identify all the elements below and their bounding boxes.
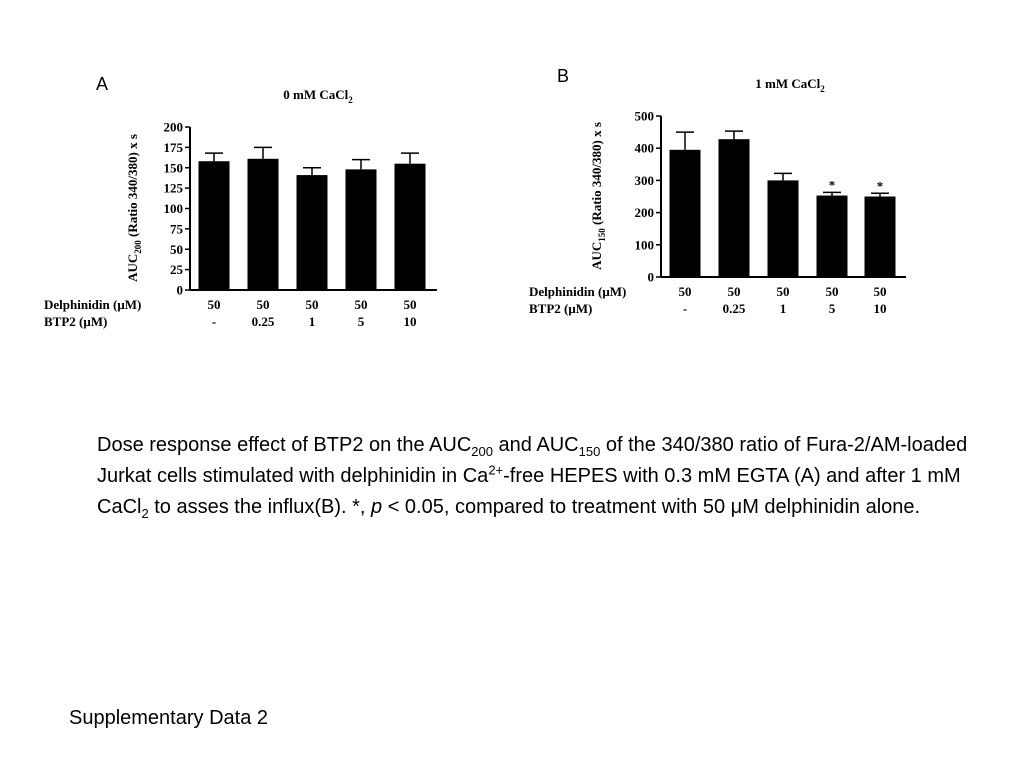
chart-a-x-tick-label: - [212,314,216,329]
chart-a-bar [394,163,426,290]
chart-a-x-tick-label: 0.25 [252,314,275,329]
panel-a-label: A [96,74,109,94]
chart-a-y-tick-label: 150 [164,160,184,175]
chart-b-y-tick-label: 500 [635,109,655,124]
chart-b-row-label: Delphinidin (μM) [529,284,626,299]
chart-b-y-tick-label: 100 [635,237,655,252]
chart-b-x-tick-label: - [683,301,687,316]
chart-a-x-tick-label: 10 [404,314,417,329]
chart-b-x-tick-label: 0.25 [723,301,746,316]
chart-a-y-tick-label: 100 [164,201,184,216]
chart-a-y-tick-label: 200 [164,120,184,135]
chart-a-bar [198,161,230,290]
chart-a-x-tick-label: 50 [257,297,270,312]
chart-b-significance-mark: * [829,177,836,192]
chart-a-y-tick-label: 50 [170,242,183,257]
chart-b-x-tick-label: 50 [679,284,692,299]
chart-a-y-tick-label: 75 [170,221,184,236]
chart-b-x-tick-label: 10 [874,301,887,316]
chart-b-bar [669,149,701,277]
chart-a-bar [345,169,377,290]
chart-b-significance-mark: * [877,178,884,193]
chart-b-bar [816,195,848,277]
chart-a-y-axis-label: AUC200 (Ratio 340/380) x s [125,134,143,282]
chart-b-y-axis-label: AUC150 (Ratio 340/380) x s [589,122,607,270]
chart-a-y-tick-label: 175 [164,140,184,155]
chart-a-y-tick-label: 125 [164,181,184,196]
chart-b-y-tick-label: 400 [635,141,655,156]
chart-b-y-tick-label: 300 [635,173,655,188]
chart-b-title: 1 mM CaCl2 [755,76,825,94]
chart-a-y-tick-label: 0 [177,283,184,298]
chart-a-y-tick-label: 25 [170,262,184,277]
chart-a-x-tick-label: 50 [404,297,417,312]
chart-b-y-tick-label: 0 [648,270,655,285]
chart-a-row-label: Delphinidin (μM) [44,297,141,312]
chart-b-bar [864,196,896,277]
chart-a-title: 0 mM CaCl2 [283,87,353,105]
chart-a-x-tick-label: 1 [309,314,316,329]
chart-a-x-tick-label: 50 [306,297,319,312]
chart-a-x-tick-label: 50 [355,297,368,312]
chart-a-row-label: BTP2 (μM) [44,314,107,329]
chart-a-x-tick-label: 5 [358,314,365,329]
chart-b-row-label: BTP2 (μM) [529,301,592,316]
chart-b-x-tick-label: 1 [780,301,787,316]
chart-b-bar [718,139,750,277]
chart-b-x-tick-label: 50 [777,284,790,299]
footer-label: Supplementary Data 2 [69,707,269,729]
chart-b-x-tick-label: 5 [829,301,836,316]
chart-b-x-tick-label: 50 [826,284,839,299]
figure-caption: Dose response effect of BTP2 on the AUC2… [97,434,968,521]
panel-b-label: B [557,66,570,86]
chart-b-x-tick-label: 50 [728,284,741,299]
chart-a-bar [247,158,279,290]
chart-a-x-tick-label: 50 [208,297,221,312]
chart-a-bar [296,175,328,290]
chart-b-bar [767,180,799,277]
chart-b-x-tick-label: 50 [874,284,887,299]
chart-b-y-tick-label: 200 [635,205,655,220]
